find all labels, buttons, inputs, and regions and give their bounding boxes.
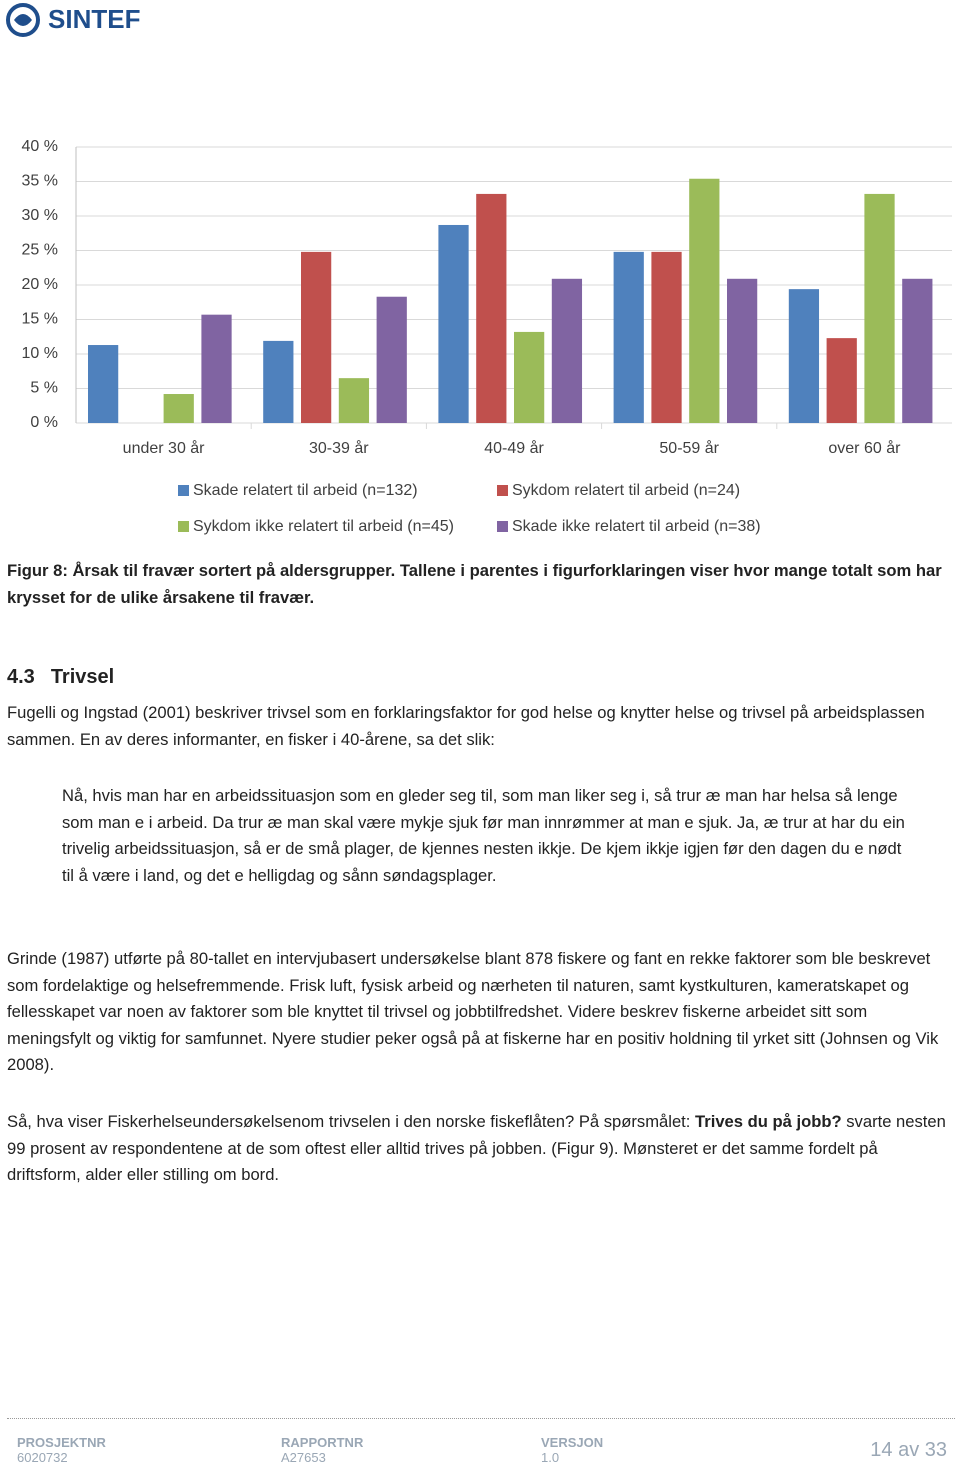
x-tick-label: over 60 år	[828, 439, 901, 457]
x-tick-label: 40-49 år	[484, 439, 544, 457]
y-tick-label: 10 %	[22, 345, 58, 362]
y-tick-label: 30 %	[22, 207, 58, 224]
y-tick-label: 15 %	[22, 311, 58, 328]
text: Så, hva viser Fiskerhelseundersøkelsenom…	[7, 1112, 696, 1131]
logo-text: SINTEF	[48, 4, 140, 34]
footer-value: A27653	[281, 1450, 326, 1465]
bar	[613, 251, 644, 423]
legend-swatch	[497, 521, 508, 532]
logo-icon-inner	[14, 14, 32, 26]
section-heading: 4.3 Trivsel	[7, 664, 955, 691]
bar	[376, 296, 407, 423]
bar	[301, 251, 332, 423]
y-tick-label: 35 %	[22, 173, 58, 190]
footer-label: PROSJEKTNR	[17, 1435, 106, 1450]
x-tick-label: 50-59 år	[659, 439, 719, 457]
bar	[514, 331, 545, 423]
bar	[651, 251, 682, 423]
bar	[476, 193, 507, 423]
legend-label: Sykdom ikke relatert til arbeid (n=45)	[193, 518, 454, 535]
bar	[727, 278, 758, 423]
legend-label: Sykdom relatert til arbeid (n=24)	[512, 482, 740, 499]
section-number: 4.3	[7, 666, 35, 688]
bar	[263, 340, 294, 423]
section-title: Trivsel	[50, 666, 115, 688]
bold-text: Trives du på jobb?	[695, 1112, 842, 1131]
bar	[826, 338, 857, 423]
y-tick-label: 0 %	[30, 414, 58, 431]
footer-label: RAPPORTNR	[281, 1435, 364, 1450]
footer: PROSJEKTNR 6020732 RAPPORTNR A27653 VERSJO…	[7, 1418, 955, 1481]
footer-value: 1.0	[541, 1450, 560, 1465]
legend-label: Skade relatert til arbeid (n=132)	[193, 482, 418, 499]
footer-field: VERSJON 1.0	[541, 1435, 603, 1465]
paragraph: Så, hva viser Fiskerhelseundersøkelsenom…	[7, 1109, 955, 1189]
bar	[88, 345, 119, 423]
chart: SINTEF 0 % 5 % 10 % 15 % 20 % 25 % 30 % 35 % 40 …	[6, 3, 952, 535]
bar	[788, 289, 820, 423]
footer-field: RAPPORTNR A27653	[281, 1435, 363, 1465]
x-tick-label: 30-39 år	[309, 439, 369, 457]
y-tick-label: 25 %	[22, 242, 58, 259]
y-tick-label: 40 %	[22, 138, 58, 155]
logo-icon	[6, 3, 40, 37]
footer-label: VERSJON	[541, 1435, 604, 1450]
bar	[689, 178, 720, 423]
legend-swatch	[178, 485, 189, 496]
footer-field: PROSJEKTNR 6020732	[17, 1435, 106, 1465]
y-tick-label: 20 %	[22, 276, 58, 293]
bar	[201, 314, 232, 423]
y-tick-label: 5 %	[30, 380, 58, 397]
bar	[551, 278, 583, 423]
legend-swatch	[178, 521, 189, 532]
quote: Nå, hvis man har en arbeidssituasjon som…	[62, 786, 905, 885]
legend-label: Skade ikke relatert til arbeid (n=38)	[512, 518, 761, 535]
footer-value: 6020732	[17, 1450, 68, 1465]
x-tick-label: under 30 år	[123, 439, 206, 457]
bar	[864, 193, 895, 423]
bar	[438, 224, 469, 423]
paragraph: Fugelli og Ingstad (2001) beskriver triv…	[7, 703, 925, 749]
legend-swatch	[497, 485, 508, 496]
bar	[902, 278, 933, 423]
caption: Figur 8: Årsak til fravær sortert på ald…	[7, 561, 942, 607]
paragraph: Grinde (1987) utførte på 80-tallet en in…	[7, 949, 939, 1074]
bar	[338, 378, 370, 423]
text: svarte nesten 99 prosent av respondenten…	[7, 1112, 946, 1184]
bar	[163, 394, 194, 423]
page-number: 14 av 33	[870, 1439, 947, 1461]
